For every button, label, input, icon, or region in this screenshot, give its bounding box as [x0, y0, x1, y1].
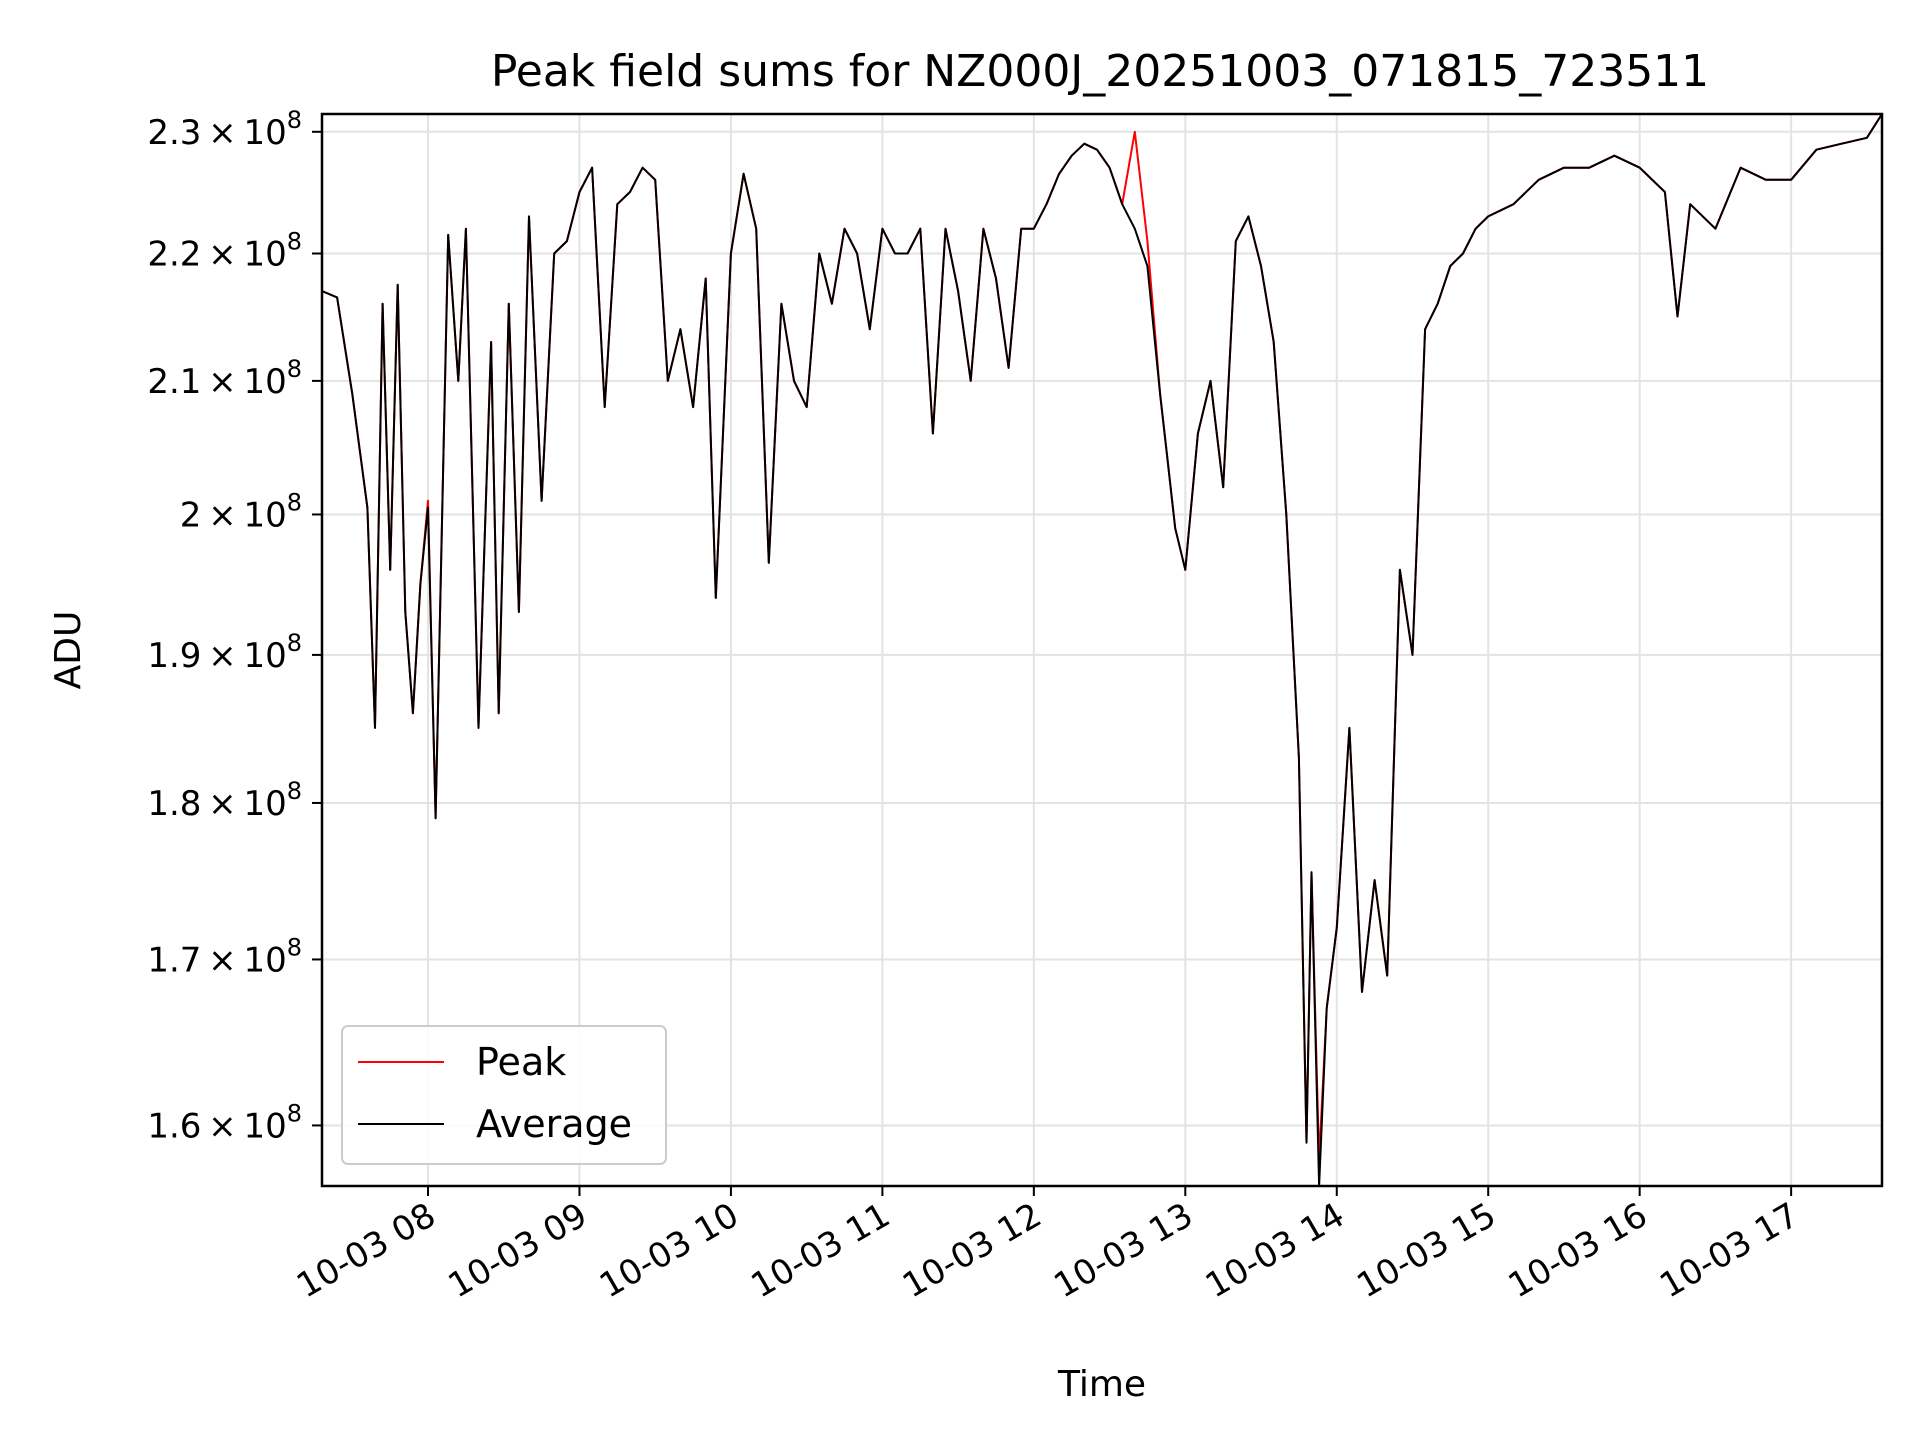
chart-title: Peak field sums for NZ000J_20251003_0718…: [491, 46, 1709, 97]
series-layer: [322, 114, 1882, 1186]
plot-area-frame: [320, 112, 1884, 1188]
y-axis-label: ADU: [48, 611, 89, 690]
x-tick-label: 10-03 14: [1199, 1195, 1351, 1306]
x-tick-label: 10-03 12: [896, 1195, 1048, 1306]
x-tick-label: 10-03 13: [1047, 1195, 1199, 1306]
y-axis-ticks: 1.6 × 108 1.7 × 108 1.8 × 108 1.9 × 108 2 × …: [147, 106, 322, 1146]
x-axis-ticks: 10-03 08 10-03 09 10-03 10 10-03 11 10-03 12…: [290, 1186, 1806, 1306]
x-tick-label: 10-03 09: [442, 1195, 594, 1306]
x-tick-label: 10-03 10: [593, 1195, 745, 1306]
series-line-peak: [322, 114, 1882, 1161]
x-tick-label: 10-03 17: [1653, 1195, 1805, 1306]
y-tick-label: 1.9 × 108: [147, 629, 302, 676]
y-tick-label: 2.3 × 108: [147, 106, 302, 153]
y-tick-label: 1.7 × 108: [147, 933, 302, 980]
y-gridlines: [322, 130, 1882, 1127]
y-tick-label: 2.2 × 108: [147, 228, 302, 275]
y-tick-label: 1.8 × 108: [147, 777, 302, 824]
series-line-average: [322, 114, 1882, 1186]
y-tick-label: 2.1 × 108: [147, 355, 302, 402]
x-tick-label: 10-03 16: [1502, 1195, 1654, 1306]
legend-label-average: Average: [476, 1102, 632, 1146]
legend-label-peak: Peak: [476, 1040, 566, 1084]
x-gridlines: [427, 114, 1793, 1186]
y-tick-label: 1.6 × 108: [147, 1099, 302, 1146]
y-tick-label: 2 × 108: [180, 488, 302, 535]
x-axis-label: Time: [1057, 1364, 1146, 1405]
x-tick-label: 10-03 11: [744, 1195, 896, 1306]
legend-frame: [341, 1025, 667, 1165]
legend: Peak Average: [341, 1025, 667, 1165]
x-tick-label: 10-03 08: [290, 1195, 442, 1306]
x-tick-label: 10-03 15: [1350, 1195, 1502, 1306]
